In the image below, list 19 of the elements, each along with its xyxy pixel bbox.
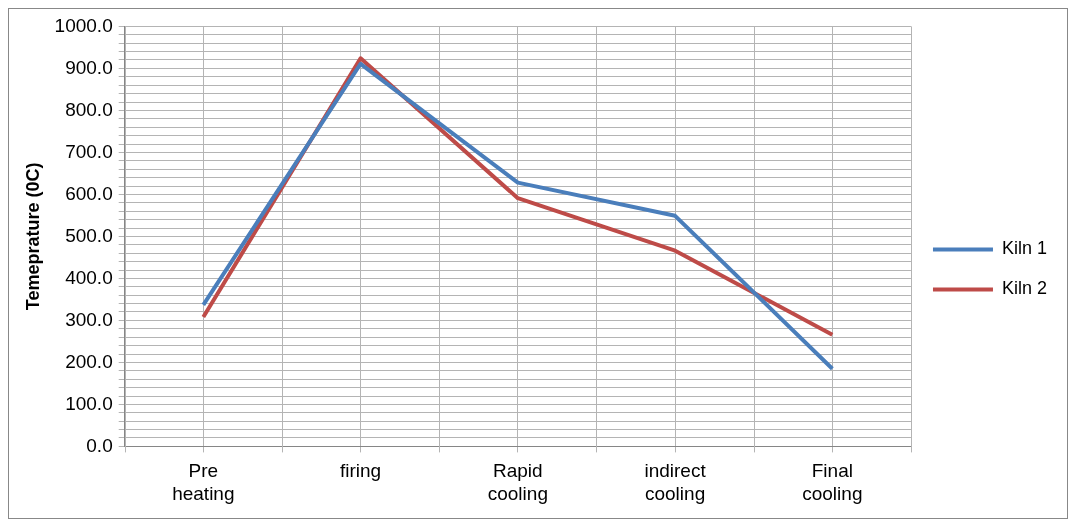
legend-label: Kiln 1 <box>1001 238 1047 259</box>
y-tick-label: 800.0 <box>65 98 113 120</box>
x-tick-label: Pre heating <box>172 460 235 504</box>
x-tick-label: firing <box>340 460 382 482</box>
y-tick-label: 1000.0 <box>54 14 113 36</box>
y-tick-label: 500.0 <box>65 224 113 246</box>
y-tick-label: 700.0 <box>65 140 113 162</box>
y-axis-title: Temeprature (0C) <box>22 162 43 311</box>
legend-label: Kiln 2 <box>1001 278 1047 299</box>
x-tick-label: indirect cooling <box>644 460 707 504</box>
y-tick-label: 100.0 <box>65 392 113 414</box>
y-tick-label: 200.0 <box>65 350 113 372</box>
x-tick-label: Rapid cooling <box>487 460 548 504</box>
y-tick-label: 900.0 <box>65 56 113 78</box>
y-tick-label: 400.0 <box>65 266 113 288</box>
y-tick-label: 0.0 <box>86 434 113 456</box>
y-tick-label: 600.0 <box>65 182 113 204</box>
y-tick-label: 300.0 <box>65 308 113 330</box>
x-tick-label: Final cooling <box>802 460 863 504</box>
